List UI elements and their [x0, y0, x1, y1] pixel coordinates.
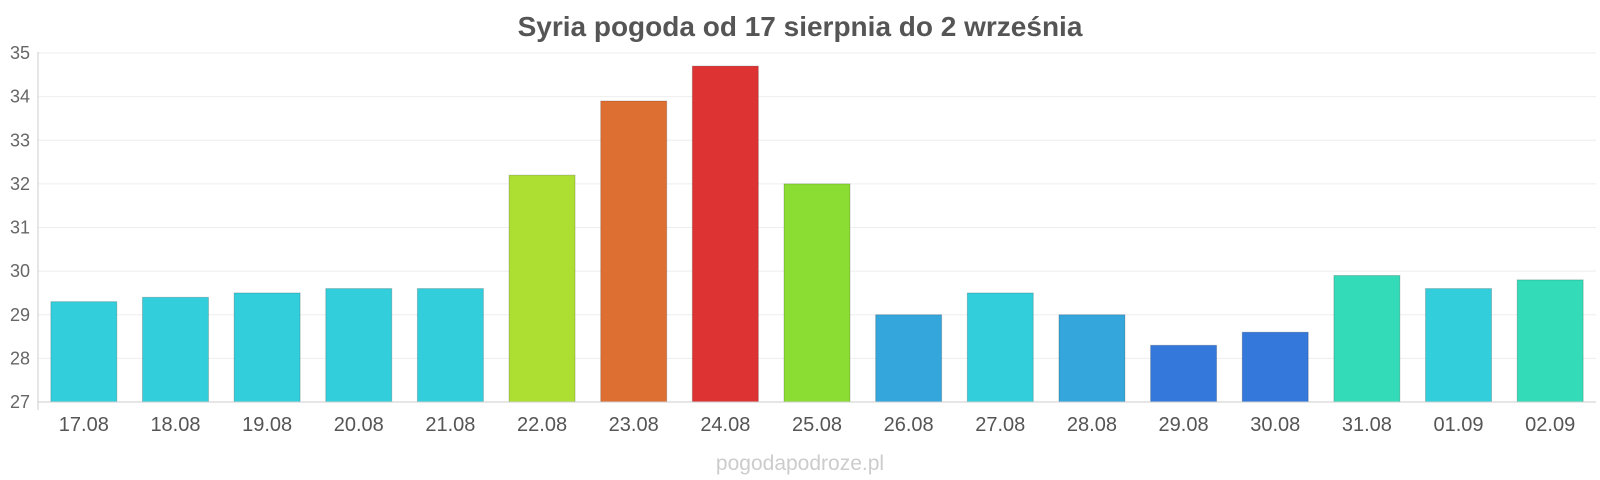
- y-axis-ticks: 27 28 29 30 31 32 33 34 35: [10, 43, 30, 412]
- y-tick-label: 29: [10, 305, 30, 325]
- x-tick-label: 18.08: [150, 414, 200, 436]
- bar: [1333, 274, 1401, 403]
- bar: [1241, 331, 1309, 403]
- y-tick-label: 35: [10, 43, 30, 63]
- bar: [325, 288, 393, 403]
- y-tick-label: 30: [10, 261, 30, 281]
- x-tick-label: 01.09: [1433, 414, 1483, 436]
- bar: [966, 292, 1034, 403]
- x-tick-label: 26.08: [884, 414, 934, 436]
- bar: [783, 183, 851, 403]
- x-tick-label: 27.08: [975, 414, 1025, 436]
- x-tick-label: 29.08: [1159, 414, 1209, 436]
- bars: [50, 65, 1584, 403]
- bar: [1516, 279, 1584, 403]
- x-tick-label: 21.08: [425, 414, 475, 436]
- bar: [50, 301, 118, 403]
- bar: [691, 65, 759, 403]
- y-tick-label: 31: [10, 218, 30, 238]
- x-tick-label: 17.08: [59, 414, 109, 436]
- x-tick-label: 23.08: [609, 414, 659, 436]
- x-tick-label: 02.09: [1525, 414, 1575, 436]
- x-tick-label: 22.08: [517, 414, 567, 436]
- bar: [875, 314, 943, 403]
- x-tick-label: 20.08: [334, 414, 384, 436]
- y-tick-label: 33: [10, 130, 30, 150]
- bar: [141, 296, 209, 403]
- x-tick-label: 31.08: [1342, 414, 1392, 436]
- y-tick-label: 28: [10, 348, 30, 368]
- x-tick-label: 24.08: [700, 414, 750, 436]
- chart-title: Syria pogoda od 17 sierpnia do 2 wrześni…: [518, 11, 1083, 42]
- x-axis-ticks: 17.08 18.08 19.08 20.08 21.08 22.08 23.08 24.08…: [59, 414, 1575, 436]
- x-tick-label: 30.08: [1250, 414, 1300, 436]
- bar: [1150, 344, 1218, 403]
- watermark: pogodapodroze.pl: [716, 452, 884, 475]
- x-tick-label: 28.08: [1067, 414, 1117, 436]
- bar: [600, 100, 668, 403]
- y-tick-label: 32: [10, 174, 30, 194]
- x-tick-label: 25.08: [792, 414, 842, 436]
- y-tick-label: 34: [10, 87, 30, 107]
- bar: [1058, 314, 1126, 403]
- bar: [1425, 288, 1493, 403]
- y-tick-label: 27: [10, 392, 30, 412]
- x-tick-label: 19.08: [242, 414, 292, 436]
- bar: [416, 288, 484, 403]
- bar: [233, 292, 301, 403]
- bar: [508, 174, 576, 403]
